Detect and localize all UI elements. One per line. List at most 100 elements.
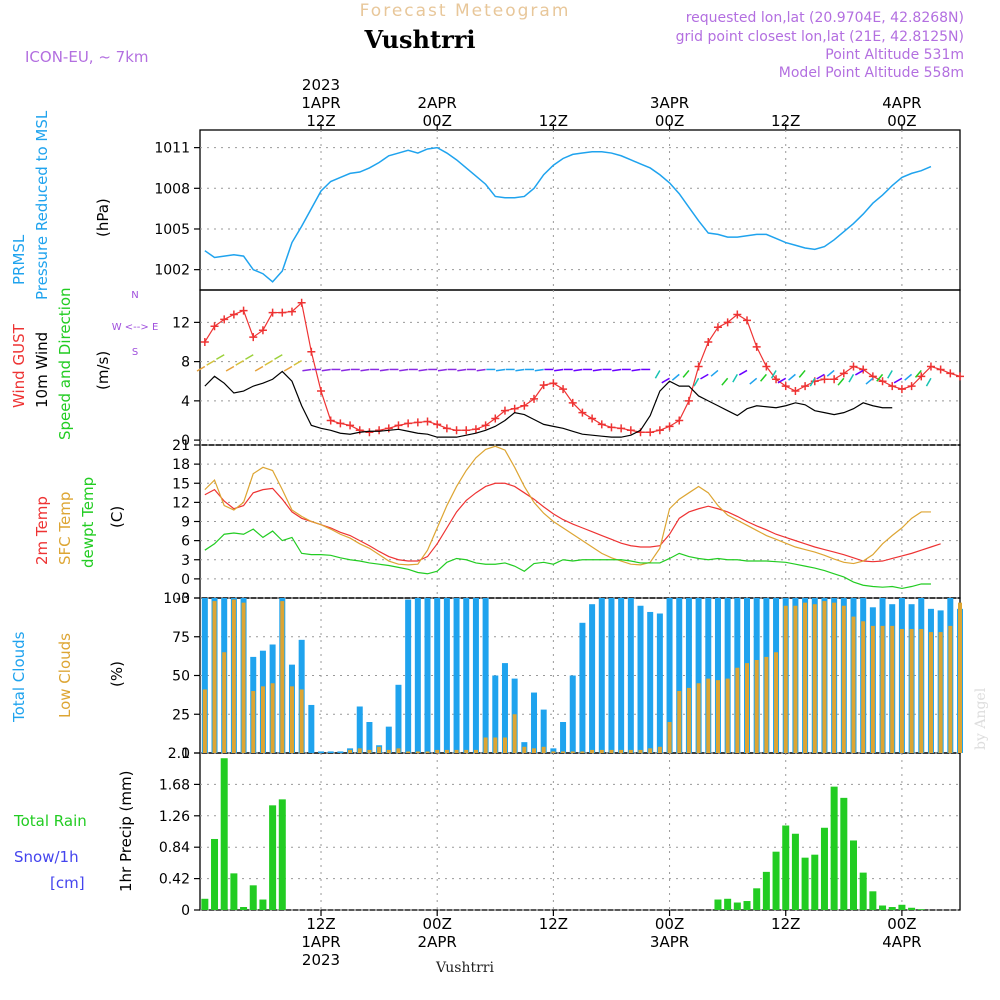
low-cloud-bar [260,686,265,753]
low-cloud-bar [686,687,691,753]
low-cloud-bar [851,616,856,753]
gust-marker [326,416,335,425]
gust-marker [907,382,916,391]
rain-bar [211,838,219,910]
total-cloud-bar [647,611,654,753]
wind-direction-arrow [914,369,922,378]
rain-bar [240,907,248,910]
wind-direction-arrow [225,365,235,372]
pressure-line [204,146,932,283]
wind-direction-arrow [399,368,409,372]
wind-direction-arrow [379,368,389,372]
low-cloud-bar [667,722,672,753]
rain-bar [791,833,799,910]
total-cloud-bar [356,706,363,753]
wind-direction-arrow [682,369,690,378]
rain-bar [220,758,228,910]
rain-bar [724,898,732,910]
wind-direction-arrow [612,368,622,372]
gust-marker [568,398,577,407]
gust-marker [258,326,267,335]
top-date-label: 2APR [418,94,457,112]
gust-marker [694,362,703,371]
total-cloud-bar [608,598,615,753]
dewpt-line [204,528,931,590]
gust-marker [530,394,539,403]
rain-bar [850,840,858,910]
wind-direction-arrow [693,377,700,387]
low-cloud-bar [648,748,653,753]
wind-direction-arrow [788,373,796,381]
total-cloud-bar [685,598,692,753]
total-cloud-bar [385,726,392,753]
total-cloud-bar [434,598,441,753]
gust-marker [200,337,209,346]
gust-marker [578,408,587,417]
temp-ytick-label: 15 [172,476,190,492]
gust-marker [926,362,935,371]
rain-bar [269,805,277,910]
low-cloud-bar [212,601,217,753]
low-cloud-bar [793,605,798,753]
wind-direction-arrow [925,377,932,387]
gust-marker [791,387,800,396]
rain-bar [859,872,867,910]
temp-2m-line [204,482,941,563]
pressure-ytick-label: 1002 [154,263,190,279]
location-title: Vushtrri [364,25,476,54]
gust-marker [655,426,664,435]
gust-marker [491,414,500,423]
top-date-label: 3APR [650,94,689,112]
wind-direction-arrow [216,354,225,360]
wind-direction-arrow [904,373,913,381]
low-cloud-bar [832,602,837,753]
wind-direction-arrow [341,368,351,372]
wind-direction-arrow [534,368,544,372]
low-cloud-bar [715,680,720,753]
wind-frame [199,289,961,446]
rain-bar [830,786,838,910]
low-cloud-bar [938,632,943,753]
total-cloud-bar [676,598,683,753]
low-cloud-bar [696,683,701,753]
temp-sfc-line [204,445,931,566]
wind-direction-arrow [196,365,206,372]
gust-marker [936,365,945,374]
gust-marker [278,308,287,317]
gust-marker [626,426,635,435]
total-cloud-bar [695,598,702,753]
low-cloud-bar [367,749,372,753]
temp-ytick-label: 9 [181,515,190,531]
top-hour-label: 12Z [539,112,568,130]
low-cloud-bar [958,602,962,753]
gust-marker [210,322,219,331]
forecast-subtitle: Forecast Meteogram [360,1,571,21]
bottom-date-label: 3APR [650,933,689,951]
gust-marker [675,416,684,425]
wind-direction-label: Speed and Direction [56,287,74,440]
wind-direction-arrow [760,373,767,382]
model-name: ICON-EU, ~ 7km [25,48,149,66]
gust-marker [801,382,810,391]
low-cloud-bar [415,751,420,753]
total-cloud-bar [627,598,634,753]
gust-marker [462,426,471,435]
low-cloud-bar [735,667,740,753]
total-cloud-bar [405,599,412,753]
rain-bar [772,851,780,910]
bottom-hour-label: 12Z [539,915,568,933]
gust-marker [365,428,374,437]
low-cloud-bar [638,749,643,753]
wind-direction-arrow [495,368,506,372]
clouds-unit: (%) [108,661,126,687]
pressure-ytick-label: 1005 [154,222,190,238]
gust-marker [665,422,674,431]
pressure-label-1: PRMSL [10,234,28,285]
total-cloud-bar [463,598,470,753]
gust-marker [849,362,858,371]
gust-marker [384,424,393,433]
low-cloud-bar [202,689,207,753]
low-cloud-bar [222,652,227,753]
clouds-low-label: Low Clouds [56,633,74,718]
